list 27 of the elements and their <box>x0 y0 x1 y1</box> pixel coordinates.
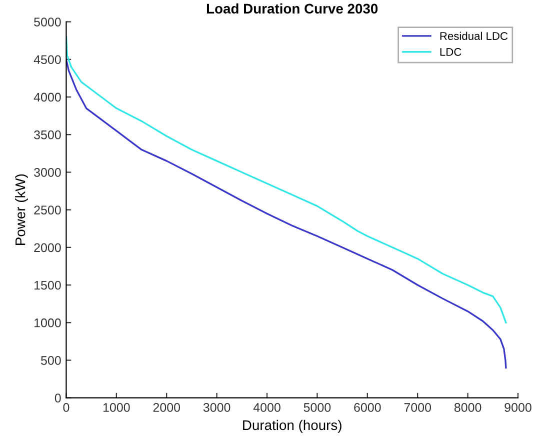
y-axis-title: Power (kW) <box>15 174 28 245</box>
x-tick-label: 6000 <box>354 403 381 412</box>
x-tick-label: 5000 <box>304 403 331 412</box>
y-tick-label: 3500 <box>34 130 61 140</box>
y-tick-label: 3000 <box>34 168 61 177</box>
legend-label: LDC <box>440 48 462 56</box>
y-tick-label: 500 <box>41 356 61 365</box>
x-tick-label: 1000 <box>103 403 130 412</box>
y-tick-label: 0 <box>54 394 61 402</box>
line-series <box>66 58 507 369</box>
x-axis-title: Duration (hours) <box>243 420 342 433</box>
y-tick-label: 2500 <box>34 206 61 214</box>
x-tick-label: 3000 <box>203 403 230 412</box>
x-tick-label: 7000 <box>404 403 432 412</box>
y-tick-label: 4500 <box>34 55 61 64</box>
y-tick-label: 2000 <box>34 243 61 252</box>
x-tick-label: 9000 <box>504 403 532 412</box>
legend-label: Residual LDC <box>440 32 508 40</box>
y-tick-label: 5000 <box>34 18 61 26</box>
x-tick-label: 2000 <box>153 403 180 412</box>
x-tick-label: 4000 <box>253 403 280 412</box>
y-tick-label: 1500 <box>34 280 61 290</box>
y-tick-label: 1000 <box>34 318 61 328</box>
x-tick-label: 8000 <box>454 403 482 412</box>
x-tick-label: 0 <box>63 403 70 412</box>
chart-title: Load Duration Curve 2030 <box>206 3 378 14</box>
y-tick-label: 4000 <box>34 92 61 102</box>
